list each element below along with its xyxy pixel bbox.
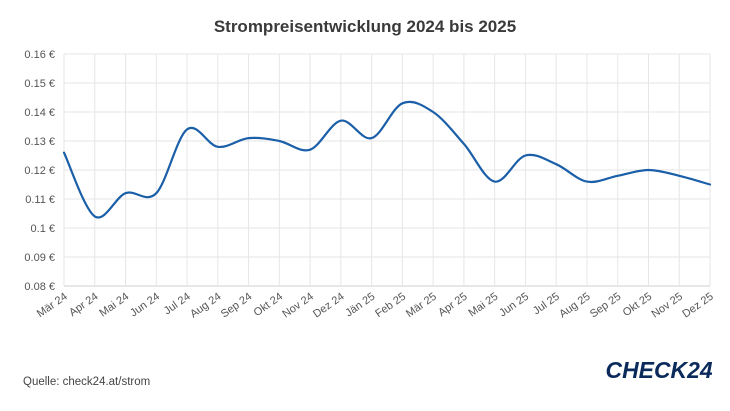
chart-grid — [63, 53, 711, 287]
svg-text:CHECK24: CHECK24 — [606, 357, 712, 383]
y-tick-label: 0.15 € — [24, 78, 55, 90]
x-tick-label: Jun 25 — [497, 291, 531, 320]
series-line — [62, 100, 712, 219]
data-point — [369, 135, 375, 141]
data-point — [645, 167, 651, 173]
y-tick-label: 0.13 € — [24, 136, 55, 148]
data-point — [553, 161, 559, 167]
data-point — [676, 173, 682, 179]
x-tick-label: Nov 24 — [280, 291, 315, 321]
data-point — [276, 138, 282, 144]
y-tick-label: 0.09 € — [24, 252, 55, 264]
x-tick-label: Okt 24 — [252, 291, 285, 319]
check24-logo: CHECK24 — [606, 357, 712, 383]
data-point — [215, 144, 221, 150]
x-tick-label: Apr 25 — [436, 291, 469, 319]
series-group — [61, 100, 713, 219]
x-tick-label: Aug 25 — [557, 291, 592, 321]
data-point — [707, 182, 713, 188]
y-tick-label: 0.12 € — [24, 165, 55, 177]
x-tick-label: Nov 25 — [650, 291, 685, 321]
x-tick-label: Okt 25 — [621, 291, 654, 319]
data-point — [492, 179, 498, 185]
x-tick-label: Jul 25 — [531, 291, 562, 318]
x-tick-label: Dez 25 — [680, 291, 715, 321]
x-tick-label: Dez 24 — [311, 291, 346, 321]
x-tick-label: Apr 24 — [67, 291, 100, 319]
x-tick-label: Jun 24 — [128, 291, 162, 320]
data-point — [184, 126, 190, 132]
x-tick-label: Mär 25 — [404, 291, 439, 320]
data-point — [123, 190, 129, 196]
x-tick-label: Jul 24 — [162, 291, 193, 318]
y-tick-label: 0.11 € — [25, 194, 55, 206]
y-axis-ticks: 0.08 € 0.09 € 0.1 € 0.11 € 0.12 € 0.13 € 0.14 … — [24, 49, 55, 293]
x-tick-label: Aug 24 — [188, 291, 223, 321]
x-tick-label: Sep 25 — [588, 291, 623, 321]
y-tick-label: 0.14 € — [24, 107, 55, 119]
data-point — [584, 179, 590, 185]
data-point — [615, 173, 621, 179]
x-tick-label: Mär 24 — [35, 291, 70, 320]
x-tick-label: Jän 25 — [343, 291, 377, 320]
x-tick-label: Sep 24 — [219, 291, 254, 321]
x-tick-label: Feb 25 — [373, 291, 408, 320]
data-point — [338, 118, 344, 124]
data-point — [153, 190, 159, 196]
data-point — [522, 153, 528, 159]
y-tick-label: 0.1 € — [31, 223, 55, 235]
data-point — [307, 147, 313, 153]
x-tick-label: Mai 24 — [97, 291, 131, 320]
data-point — [399, 100, 405, 106]
x-tick-label: Mai 25 — [466, 291, 500, 320]
data-point — [246, 135, 252, 141]
data-point — [430, 109, 436, 115]
data-point — [61, 150, 67, 156]
data-point — [92, 213, 98, 219]
y-tick-label: 0.08 € — [24, 281, 55, 293]
source-note: Quelle: check24.at/strom — [23, 376, 151, 388]
y-tick-label: 0.16 € — [24, 49, 55, 61]
chart-title: Strompreisentwicklung 2024 bis 2025 — [213, 17, 517, 36]
data-point — [461, 141, 467, 147]
